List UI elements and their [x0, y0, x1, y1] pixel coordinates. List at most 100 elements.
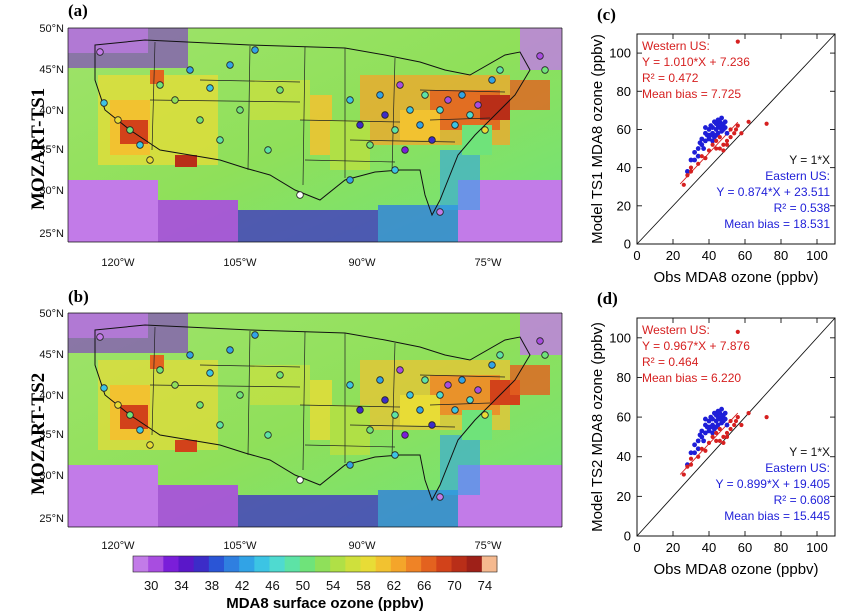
- western-point: [696, 161, 701, 166]
- y-tick-label: 20: [617, 489, 631, 504]
- lat-tick: 35°N: [39, 144, 64, 156]
- eastern-point: [703, 416, 708, 422]
- x-tick-label: 20: [666, 248, 680, 263]
- western-point: [728, 134, 733, 140]
- station-markers-b: [96, 331, 549, 501]
- western-annotation: Y = 1.010*X + 7.236: [642, 55, 750, 69]
- colorbar-tick-label: 34: [174, 578, 188, 593]
- lat-tick: 40°N: [39, 105, 64, 117]
- eastern-point: [685, 169, 690, 174]
- western-point: [714, 146, 719, 151]
- colorbar-cell: [436, 556, 452, 572]
- western-point: [688, 165, 694, 170]
- eastern-point: [703, 430, 708, 436]
- colorbar-cell: [315, 556, 331, 572]
- western-point: [703, 448, 708, 453]
- eastern-point: [719, 128, 724, 134]
- y-tick-label: 40: [617, 449, 631, 464]
- y-tick-label: 20: [617, 198, 631, 213]
- western-annotation: Mean bias = 7.725: [642, 87, 741, 101]
- eastern-point: [717, 119, 723, 125]
- colorbar-cell: [299, 556, 316, 572]
- western-point: [703, 155, 708, 161]
- eastern-point: [692, 157, 697, 163]
- colorbar-cell: [345, 556, 361, 572]
- lat-ticks-a: 50°N 45°N 40°N 35°N 30°N 25°N: [39, 23, 64, 240]
- colorbar-tick-label: 54: [326, 578, 340, 593]
- lat-tick: 45°N: [39, 349, 64, 361]
- y-tick-label: 0: [624, 529, 631, 544]
- colorbar-cell: [224, 556, 240, 572]
- lat-tick: 50°N: [39, 308, 64, 320]
- western-point: [721, 148, 726, 153]
- lon-tick: 75°W: [474, 257, 502, 269]
- eastern-annotation: Y = 0.874*X + 23.511: [716, 185, 830, 199]
- lat-tick: 30°N: [39, 470, 64, 482]
- map-area-a: [67, 27, 563, 243]
- y-tick-label: 80: [617, 370, 631, 385]
- western-annotation: R² = 0.464: [642, 355, 699, 369]
- colorbar-cell: [254, 556, 270, 572]
- y-axis-label: Model TS1 MDA8 ozone (ppbv): [589, 34, 606, 244]
- x-tick-label: 100: [806, 540, 828, 555]
- western-point: [717, 134, 722, 140]
- eastern-point: [719, 115, 724, 121]
- eastern-point: [699, 142, 705, 148]
- western-point: [688, 462, 694, 467]
- western-point: [681, 182, 686, 187]
- eastern-annotation: Eastern US:: [765, 169, 830, 183]
- western-point: [699, 154, 704, 159]
- eastern-annotation: Mean bias = 18.531: [724, 217, 830, 231]
- lat-tick: 35°N: [39, 429, 64, 441]
- eastern-point: [703, 125, 708, 130]
- scatter-panel-d: (d) 0 20 40 60 80 100 0 20 40 60 80 100 Obs MDA8 ozon…: [589, 289, 836, 578]
- colorbar-tick-label: 74: [478, 578, 492, 593]
- colorbar-tick-label: 30: [144, 578, 158, 593]
- reference-line-label: Y = 1*X: [789, 445, 830, 459]
- western-point: [724, 142, 730, 147]
- x-tick-label: 40: [702, 540, 716, 555]
- western-point: [717, 438, 722, 443]
- colorbar-ticks: 30 34 38 42 46 50 54 58 62 66 70 74: [144, 578, 492, 593]
- eastern-point: [722, 416, 728, 422]
- panel-label: (d): [597, 289, 618, 308]
- eastern-point: [699, 434, 705, 440]
- western-point: [733, 127, 739, 132]
- eastern-point: [719, 406, 724, 412]
- eastern-point: [706, 127, 712, 132]
- colorbar-cell: [239, 556, 255, 572]
- y-tick-label: 40: [617, 160, 631, 175]
- eastern-point: [722, 410, 728, 416]
- western-point: [710, 434, 715, 440]
- eastern-point: [719, 420, 724, 426]
- lon-tick: 75°W: [474, 540, 502, 552]
- western-point: [688, 169, 694, 174]
- y-tick-label: 100: [609, 330, 631, 345]
- lon-tick: 90°W: [348, 257, 376, 269]
- eastern-point: [710, 430, 715, 436]
- x-tick-label: 60: [738, 248, 752, 263]
- eastern-point: [695, 153, 701, 159]
- lon-tick: 120°W: [101, 540, 135, 552]
- colorbar-cell: [284, 556, 301, 572]
- x-tick-label: 80: [774, 540, 788, 555]
- plot-frame: [636, 33, 836, 245]
- eastern-point: [706, 136, 712, 142]
- colorbar-title: MDA8 surface ozone (ppbv): [226, 595, 424, 612]
- colorbar-cell: [193, 556, 210, 572]
- one-to-one-line: [636, 317, 836, 537]
- western-point: [688, 456, 694, 461]
- western-point: [728, 418, 733, 424]
- y-tick-label: 60: [617, 122, 631, 137]
- western-point: [710, 142, 715, 147]
- eastern-annotation: R² = 0.608: [774, 493, 831, 507]
- lon-tick: 90°W: [348, 540, 376, 552]
- western-point: [724, 138, 730, 144]
- western-point: [764, 414, 769, 420]
- colorbar-cell: [163, 556, 179, 572]
- colorbar-tick-label: 62: [387, 578, 401, 593]
- western-annotation: R² = 0.472: [642, 71, 699, 85]
- western-point: [746, 119, 751, 124]
- western-point: [739, 131, 744, 136]
- western-point: [685, 173, 690, 178]
